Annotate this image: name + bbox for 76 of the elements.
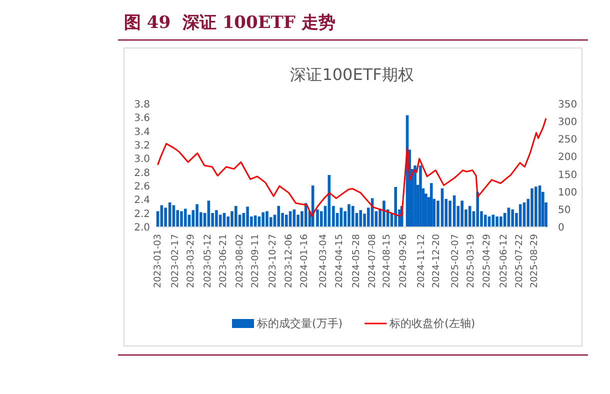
x-tick-label: 2023-05-12	[202, 234, 214, 288]
bar	[492, 214, 495, 227]
x-tick-label: 2025-03-19	[466, 234, 477, 288]
y2-tick-label: 150	[558, 170, 578, 181]
chart-title: 图 49 深证 100ETF 走势	[124, 13, 336, 33]
bar	[234, 206, 238, 227]
x-tick-label: 2025-07-22	[514, 234, 526, 288]
bar	[414, 166, 416, 227]
legend-label: 标的成交量(万手)	[256, 317, 343, 330]
y2-tick-label: 350	[558, 100, 578, 110]
y2-tick-label: 50	[558, 204, 571, 216]
bar	[180, 211, 183, 227]
x-tick-label: 2025-06-12	[498, 234, 510, 288]
bar	[500, 216, 502, 227]
bar	[511, 209, 514, 227]
bar	[285, 214, 288, 227]
y-tick-label: 2.6	[134, 182, 150, 192]
y-tick-label: 3.4	[134, 126, 150, 138]
y-tick-label: 2.0	[134, 222, 150, 234]
x-tick-label: 2023-06-21	[218, 234, 229, 288]
legend-label: 标的收盘价(左轴)	[388, 317, 476, 330]
bar	[484, 214, 487, 227]
bar	[215, 210, 218, 227]
x-tick-label: 2024-09-26	[398, 234, 409, 288]
x-tick-label: 2024-12-20	[430, 234, 442, 288]
x-tick-label: 2023-12-06	[283, 234, 294, 288]
bar	[262, 212, 264, 227]
bar	[460, 200, 464, 227]
x-tick-label: 2023-08-02	[234, 234, 246, 288]
x-tick-label: 2024-05-28	[350, 234, 362, 288]
x-tick-label: 2024-04-15	[334, 234, 346, 288]
y-tick-label: 3.8	[134, 100, 150, 110]
y2-tick-label: 200	[558, 152, 578, 164]
chart-subtitle: 深证100ETF期权	[290, 65, 414, 84]
bar	[316, 209, 319, 227]
bar	[419, 166, 422, 227]
x-tick-label: 2025-02-07	[450, 234, 461, 288]
bar	[351, 206, 354, 227]
bar	[196, 204, 198, 227]
bar	[430, 183, 433, 227]
y-tick-label: 3.6	[134, 113, 150, 124]
y2-tick-label: 0	[558, 222, 564, 234]
x-tick-label: 2024-01-16	[299, 234, 310, 288]
line-series	[157, 118, 547, 217]
x-tick-label: 2023-09-11	[250, 234, 261, 288]
x-tick-label: 2024-03-04	[318, 234, 329, 288]
y2-tick-label: 100	[558, 187, 578, 198]
x-tick-label: 2023-02-17	[170, 234, 181, 288]
bar	[277, 206, 280, 227]
y-tick-label: 2.8	[134, 168, 150, 179]
bar	[266, 211, 268, 227]
x-tick-label: 2025-08-29	[528, 234, 540, 288]
bar	[382, 200, 386, 227]
bar	[476, 192, 480, 227]
bar	[496, 216, 498, 227]
bar	[518, 204, 522, 227]
bar	[394, 186, 398, 227]
bar	[534, 186, 538, 227]
bar	[359, 210, 362, 227]
bar	[348, 204, 350, 227]
y2-tick-label: 250	[558, 134, 578, 146]
y2-tick-label: 300	[558, 117, 578, 128]
x-tick-label: 2024-08-15	[382, 234, 393, 288]
bar	[184, 208, 187, 227]
bar	[246, 206, 249, 227]
x-tick-label: 2023-10-27	[268, 234, 279, 288]
bar	[530, 188, 534, 227]
x-tick-label: 2024-07-08	[366, 234, 378, 288]
x-tick-label: 2023-01-03	[152, 234, 164, 288]
x-tick-label: 2023-03-29	[185, 234, 196, 288]
y-tick-label: 2.2	[134, 208, 150, 220]
x-tick-label: 2025-04-29	[481, 234, 492, 288]
y-tick-label: 3.0	[134, 154, 150, 166]
y-tick-label: 3.2	[134, 140, 150, 152]
y-tick-label: 2.4	[134, 195, 150, 206]
x-tick-label: 2024-11-12	[416, 234, 428, 288]
